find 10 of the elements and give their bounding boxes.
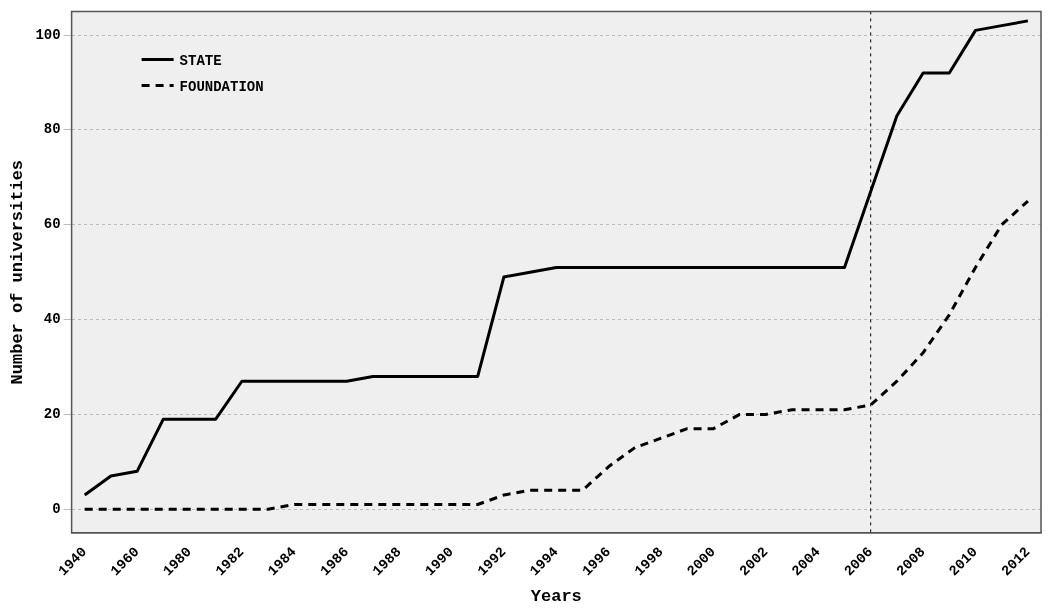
legend-label: STATE xyxy=(179,52,222,69)
y-axis-title: Number of universities xyxy=(8,159,28,385)
legend-label: FOUNDATION xyxy=(179,78,264,95)
x-axis-title: Years xyxy=(530,587,582,607)
y-tick-label: 80 xyxy=(43,121,61,138)
y-tick-label: 100 xyxy=(35,26,61,43)
y-tick-label: 40 xyxy=(43,311,61,328)
y-tick-label: 60 xyxy=(43,216,61,233)
y-tick-label: 20 xyxy=(43,405,61,422)
y-tick-label: 0 xyxy=(52,500,61,517)
